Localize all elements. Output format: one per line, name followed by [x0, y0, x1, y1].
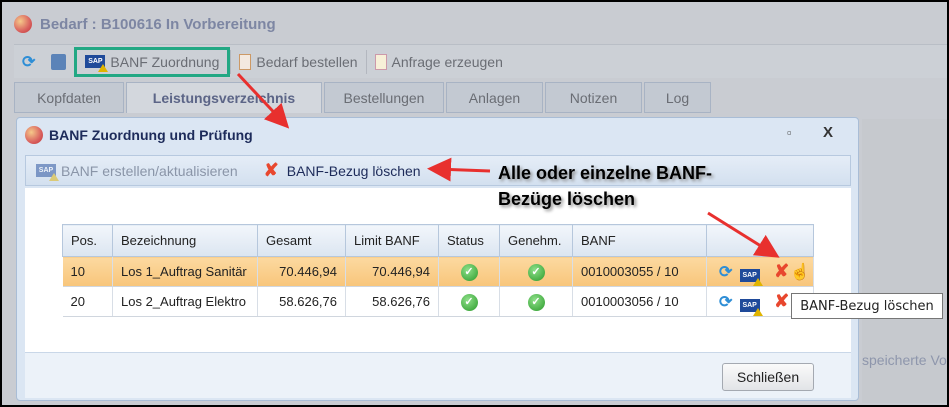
refresh-icon: ⟳: [22, 53, 36, 71]
bedarf-bestellen-button[interactable]: Bedarf bestellen: [231, 49, 365, 75]
arrow-to-row-delete: [707, 211, 780, 258]
dialog-logo-icon: [25, 126, 43, 144]
banf-delete-ref-button[interactable]: ✘ BANF-Bezug löschen: [264, 160, 421, 181]
close-icon[interactable]: X: [823, 124, 834, 141]
window-title-text: Bedarf : B100616 In Vorbereitung: [40, 15, 276, 33]
col-limit[interactable]: Limit BANF: [345, 224, 439, 257]
sap-upload-icon[interactable]: SAP: [739, 299, 763, 316]
order-icon: [239, 53, 252, 70]
refresh-button[interactable]: ⟳: [14, 49, 43, 75]
dialog-body: Pos. Bezeichnung Gesamt Limit BANF Statu…: [25, 188, 851, 352]
divider: [230, 49, 232, 74]
cell-status: ✓: [438, 256, 500, 287]
cell-pos: 20: [62, 286, 113, 317]
banf-table: Pos. Bezeichnung Gesamt Limit BANF Statu…: [62, 224, 814, 317]
delete-icon[interactable]: ✘: [774, 291, 790, 311]
cell-limit: 58.626,76: [345, 286, 439, 317]
tab-log[interactable]: Log: [644, 82, 711, 113]
anfrage-erzeugen-label: Anfrage erzeugen: [391, 53, 503, 70]
check-icon: ✓: [527, 263, 545, 281]
cell-genehm: ✓: [499, 286, 573, 317]
banf-zuordnung-label: BANF Zuordnung: [110, 53, 220, 70]
tab-bestellungen[interactable]: Bestellungen: [324, 82, 444, 113]
tab-bar: Kopfdaten Leistungsverzeichnis Bestellun…: [14, 82, 713, 113]
tab-kopfdaten[interactable]: Kopfdaten: [14, 82, 124, 113]
cell-banf: 0010003056 / 10: [572, 286, 707, 317]
col-bezeichnung[interactable]: Bezeichnung: [112, 224, 258, 257]
app-logo-icon: [14, 15, 32, 33]
refresh-icon[interactable]: ⟳: [719, 294, 733, 311]
arrow-to-dialog: [236, 72, 290, 129]
col-pos[interactable]: Pos.: [62, 224, 113, 257]
table-header: Pos. Bezeichnung Gesamt Limit BANF Statu…: [62, 224, 814, 257]
check-icon: ✓: [460, 293, 478, 311]
tab-notizen[interactable]: Notizen: [545, 82, 642, 113]
tab-anlagen[interactable]: Anlagen: [446, 82, 543, 113]
background-panel: speicherte Vo: [862, 119, 947, 403]
sap-icon: SAP: [85, 55, 109, 72]
cell-gesamt: 70.446,94: [257, 256, 346, 287]
dialog-footer: [25, 352, 851, 398]
cell-banf: 0010003055 / 10: [572, 256, 707, 287]
divider: [365, 49, 367, 74]
window-title: Bedarf : B100616 In Vorbereitung: [14, 10, 276, 38]
bedarf-bestellen-label: Bedarf bestellen: [256, 53, 358, 70]
cell-bezeichnung: Los 1_Auftrag Sanitär: [112, 256, 258, 287]
main-toolbar: ⟳ SAP BANF Zuordnung Bedarf bestellen Anf…: [14, 44, 947, 78]
close-button[interactable]: Schließen: [722, 363, 814, 391]
tab-leistungsverzeichnis[interactable]: Leistungsverzeichnis: [126, 82, 322, 113]
annotation-line2: Bezüge löschen: [498, 189, 636, 209]
sap-upload-icon[interactable]: SAP: [739, 269, 763, 286]
maximize-icon[interactable]: ▫: [787, 125, 792, 140]
cell-genehm: ✓: [499, 256, 573, 287]
refresh-icon[interactable]: ⟳: [719, 264, 733, 281]
table-row[interactable]: 10 Los 1_Auftrag Sanitär 70.446,94 70.44…: [62, 256, 814, 287]
save-icon: [51, 53, 67, 70]
col-status[interactable]: Status: [438, 224, 500, 257]
check-icon: ✓: [527, 293, 545, 311]
check-icon: ✓: [460, 263, 478, 281]
background-text: speicherte Vo: [862, 352, 947, 368]
delete-icon: ✘: [263, 160, 279, 180]
create-update-label: BANF erstellen/aktualisieren: [61, 162, 238, 179]
sap-icon: SAP: [36, 164, 59, 181]
delete-icon[interactable]: ✘: [774, 261, 790, 281]
table-row[interactable]: 20 Los 2_Auftrag Elektro 58.626,76 58.62…: [62, 286, 814, 317]
col-gesamt[interactable]: Gesamt: [257, 224, 346, 257]
request-icon: [374, 53, 387, 70]
dialog-title: BANF Zuordnung und Prüfung: [25, 126, 253, 144]
cell-pos: 10: [62, 256, 113, 287]
cell-actions: ⟳ SAP ✘: [706, 256, 814, 287]
annotation-line1: Alle oder einzelne BANF-: [498, 163, 713, 183]
dialog-title-text: BANF Zuordnung und Prüfung: [49, 127, 253, 143]
banf-zuordnung-button[interactable]: SAP BANF Zuordnung: [74, 46, 231, 77]
hand-cursor-icon: ☝: [790, 264, 810, 281]
cell-bezeichnung: Los 2_Auftrag Elektro: [112, 286, 258, 317]
col-banf[interactable]: BANF: [572, 224, 707, 257]
banf-dialog: BANF Zuordnung und Prüfung ▫ X SAP BANF e…: [16, 117, 859, 401]
arrow-to-delete-button: [427, 157, 491, 182]
tooltip: BANF-Bezug löschen: [791, 293, 943, 319]
save-button[interactable]: [43, 49, 74, 75]
cell-status: ✓: [438, 286, 500, 317]
cell-gesamt: 58.626,76: [257, 286, 346, 317]
delete-ref-label: BANF-Bezug löschen: [286, 162, 421, 179]
col-genehm[interactable]: Genehm.: [499, 224, 573, 257]
cell-limit: 70.446,94: [345, 256, 439, 287]
banf-create-update-button[interactable]: SAP BANF erstellen/aktualisieren: [36, 162, 238, 181]
anfrage-erzeugen-button[interactable]: Anfrage erzeugen: [367, 49, 511, 75]
